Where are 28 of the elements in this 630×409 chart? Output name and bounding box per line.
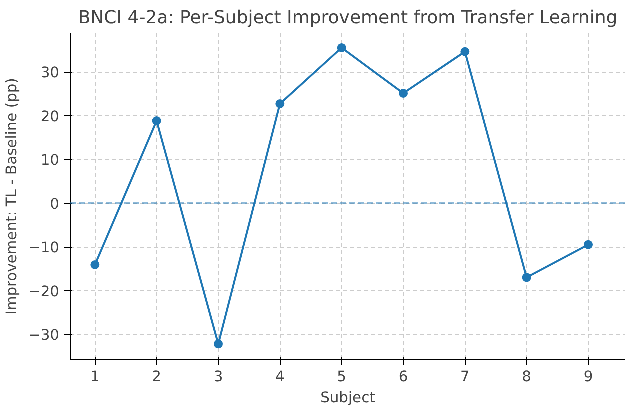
y-tick-label: −30	[28, 327, 60, 344]
x-axis-title: Subject	[320, 390, 376, 406]
point	[276, 99, 285, 108]
y-tick-label: 0	[50, 196, 60, 213]
x-tick-label: 8	[522, 368, 532, 386]
point	[152, 116, 162, 126]
point	[460, 47, 470, 56]
y-tick-label: 30	[40, 64, 60, 82]
y-tick-label: 10	[40, 152, 60, 170]
point	[337, 43, 346, 52]
y-tick-label: −20	[28, 283, 60, 300]
x-tick-label: 6	[398, 368, 408, 386]
point	[399, 88, 408, 98]
x-tick-label: 5	[337, 368, 346, 386]
point	[90, 260, 100, 270]
y-tick-label: 20	[40, 108, 60, 126]
x-tick-label: 2	[152, 368, 162, 386]
x-tick-label: 7	[460, 368, 470, 386]
chart-title: BNCI 4-2a: Per-Subject Improvement from Transfer Learning	[78, 8, 618, 28]
x-tick-label: 9	[584, 368, 594, 386]
y-axis-title: Improvement: TL - Baseline (pp)	[4, 78, 21, 315]
x-tick-label: 3	[214, 368, 224, 386]
point	[522, 273, 532, 282]
x-tick-label: 4	[276, 368, 285, 386]
y-tick-label: −10	[28, 240, 60, 257]
point	[214, 340, 223, 349]
point	[584, 240, 593, 250]
x-tick-label: 1	[90, 368, 100, 386]
